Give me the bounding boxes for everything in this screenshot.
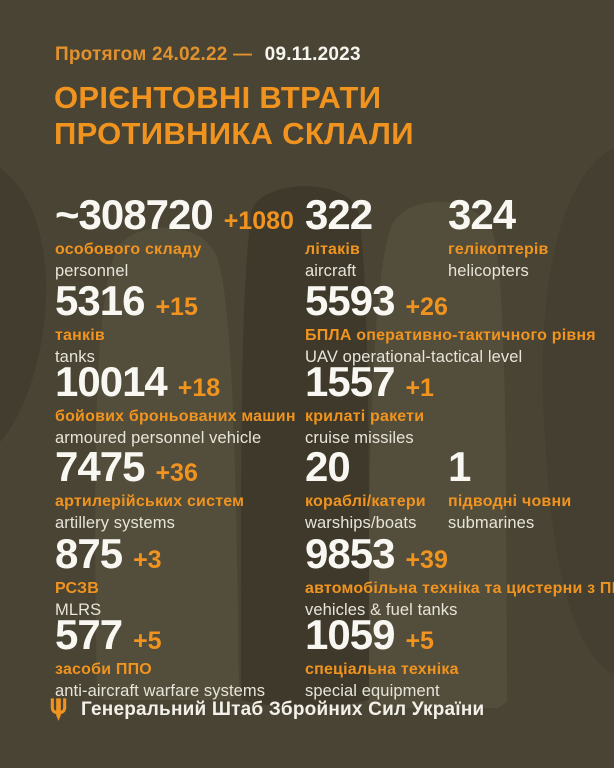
stat-value: 10014 xyxy=(55,358,168,405)
stat-value: 875 xyxy=(55,530,123,577)
footer: Генеральний Штаб Збройних Сил України xyxy=(50,698,484,722)
stat-value: ~308720 xyxy=(55,191,214,238)
stat-delta: +36 xyxy=(155,459,198,487)
stat-label-ua: особового складу xyxy=(55,241,202,258)
date-range-end: 09.11.2023 xyxy=(264,44,361,65)
stat-label-ua: гелікоптерів xyxy=(448,241,549,258)
stat-label-ua: артилерійських систем xyxy=(55,493,245,510)
stat-label-ua: літаків xyxy=(305,241,361,258)
stat-value: 577 xyxy=(55,611,123,658)
stat-delta: +26 xyxy=(405,293,448,321)
stat-label-en: personnel xyxy=(55,262,129,280)
stat-label-en: submarines xyxy=(448,514,535,532)
stat-label-en: UAV operational-tactical level xyxy=(305,348,523,366)
stat-aircraft: 322 літаків aircraft xyxy=(305,191,373,282)
stat-label-ua: бойових броньованих машин xyxy=(55,408,296,425)
page-title-line1: ОРІЄНТОВНІ ВТРАТИ xyxy=(54,80,382,115)
stat-delta: +5 xyxy=(405,627,434,655)
stat-label-ua: засоби ППО xyxy=(55,661,152,678)
stat-anti-aircraft: 577 +5 засоби ППО anti-aircraft warfare s… xyxy=(55,613,265,702)
stat-value: 324 xyxy=(448,191,516,238)
stat-uav: 5593 +26 БПЛА оперативно-тактичного рівня… xyxy=(305,279,596,368)
stat-delta: +1080 xyxy=(223,207,294,235)
stat-label-en: helicopters xyxy=(448,262,529,280)
stat-label-en: vehicles & fuel tanks xyxy=(305,601,458,619)
stat-value: 1557 xyxy=(305,358,395,405)
stat-value: 5593 xyxy=(305,277,395,324)
stat-label-en: artillery systems xyxy=(55,514,175,532)
stat-value: 7475 xyxy=(55,443,145,490)
stat-delta: +15 xyxy=(155,293,198,321)
stat-warships: 20 кораблі/катери warships/boats xyxy=(305,445,426,534)
stat-label-en: aircraft xyxy=(305,262,357,280)
stat-value: 9853 xyxy=(305,530,395,577)
stat-value: 5316 xyxy=(55,277,145,324)
stat-label-ua: кораблі/катери xyxy=(305,493,426,510)
page-title: ОРІЄНТОВНІ ВТРАТИ ПРОТИВНИКА СКЛАЛИ xyxy=(54,80,414,152)
stat-value: 1059 xyxy=(305,611,395,658)
stat-label-ua: підводні човни xyxy=(448,493,572,510)
stat-value: 20 xyxy=(305,443,351,490)
stat-label-ua: спеціальна техніка xyxy=(305,661,459,678)
footer-text: Генеральний Штаб Збройних Сил України xyxy=(81,699,485,720)
stat-label-ua: танків xyxy=(55,327,105,344)
trident-icon xyxy=(50,698,67,721)
stat-label-en: warships/boats xyxy=(305,514,417,532)
stat-label-ua: РСЗВ xyxy=(55,580,99,597)
stat-delta: +5 xyxy=(133,627,162,655)
stat-armoured-vehicles: 10014 +18 бойових броньованих машин armou… xyxy=(55,360,296,449)
stat-tanks: 5316 +15 танків tanks xyxy=(55,279,198,368)
stat-label-en: tanks xyxy=(55,348,95,366)
stat-label-en: anti-aircraft warfare systems xyxy=(55,682,266,700)
stat-delta: +3 xyxy=(133,546,162,574)
stat-label-ua: автомобільна техніка та цистерни з ПММ xyxy=(305,580,614,597)
stat-mlrs: 875 +3 РСЗВ MLRS xyxy=(55,532,162,621)
stat-value: 1 xyxy=(448,443,471,490)
page-title-line2: ПРОТИВНИКА СКЛАЛИ xyxy=(54,116,414,151)
stat-delta: +39 xyxy=(405,546,448,574)
stat-label-en: MLRS xyxy=(55,601,102,619)
stat-delta: +1 xyxy=(405,374,434,402)
stat-special-equipment: 1059 +5 спеціальна техніка special equipm… xyxy=(305,613,459,702)
stat-label-en: armoured personnel vehicle xyxy=(55,429,262,447)
stat-cruise-missiles: 1557 +1 крилаті ракети cruise missiles xyxy=(305,360,434,449)
stat-helicopters: 324 гелікоптерів helicopters xyxy=(448,193,549,282)
stat-label-en: cruise missiles xyxy=(305,429,414,447)
date-range: Протягом 24.02.22 — 09.11.2023 xyxy=(55,44,361,66)
stat-artillery: 7475 +36 артилерійських систем artillery … xyxy=(55,445,244,534)
stat-value: 322 xyxy=(305,191,373,238)
stat-label-ua: крилаті ракети xyxy=(305,408,425,425)
stat-vehicles-fuel-tanks: 9853 +39 автомобільна техніка та цистерни… xyxy=(305,532,614,621)
stat-personnel: ~308720 +1080 особового складу personnel xyxy=(55,193,294,282)
stat-label-en: special equipment xyxy=(305,682,440,700)
date-range-prefix: Протягом 24.02.22 — xyxy=(55,44,253,65)
stat-submarines: 1 підводні човни submarines xyxy=(448,445,571,534)
stat-label-ua: БПЛА оперативно-тактичного рівня xyxy=(305,327,596,344)
stat-delta: +18 xyxy=(177,374,221,402)
